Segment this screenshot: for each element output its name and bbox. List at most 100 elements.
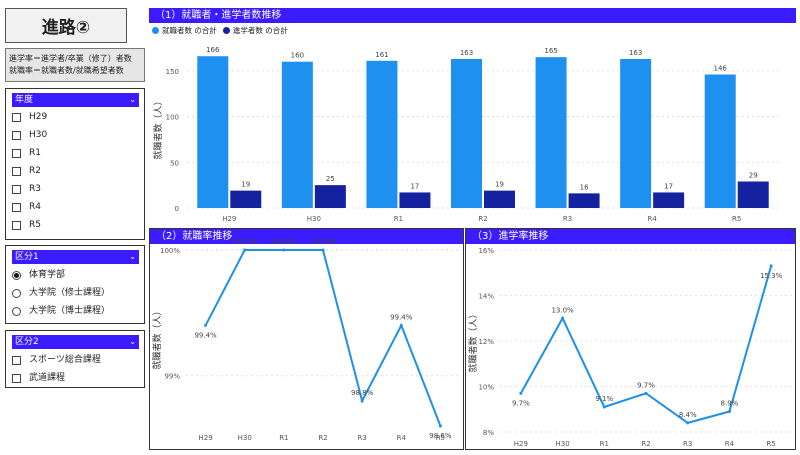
x-tick-label: R4	[397, 434, 407, 442]
data-point	[321, 248, 325, 252]
data-point	[561, 316, 565, 320]
year-option-r3[interactable]: R3	[12, 182, 41, 196]
category1-option[interactable]: 体育学部	[12, 268, 65, 282]
x-tick-label: R5	[766, 440, 775, 448]
definition-line: 就職率＝就職者数/就職希望者数	[9, 66, 124, 75]
option-label: H30	[29, 130, 48, 140]
category1-option[interactable]: 大学院（博士課程）	[12, 304, 110, 318]
checkbox[interactable]	[12, 166, 21, 176]
checkbox[interactable]	[12, 184, 21, 194]
definition-line: 進学率＝進学者/卒業（修了）者数	[9, 54, 132, 63]
year-option-r4[interactable]: R4	[12, 200, 41, 214]
data-label: 100.0%	[231, 238, 258, 246]
y-tick-label: 10%	[478, 384, 494, 392]
x-tick-label: H30	[555, 440, 569, 448]
y-tick-label: 50	[170, 159, 179, 167]
x-tick-label: R1	[600, 440, 609, 448]
y-axis-title: 就職者数（人）	[152, 96, 164, 159]
data-label: 13.0%	[551, 306, 574, 314]
x-tick-label: R5	[436, 434, 445, 442]
year-option-r2[interactable]: R2	[12, 164, 41, 178]
legend-dot-employed	[152, 27, 159, 34]
data-label: 9.1%	[595, 395, 613, 403]
category1-option[interactable]: 大学院（修士課程）	[12, 286, 110, 300]
checkbox[interactable]	[12, 148, 21, 158]
data-point	[360, 399, 364, 403]
bar-chart-title: （1）就職者・進学者数推移	[149, 8, 796, 23]
checkbox[interactable]	[12, 202, 21, 212]
checkbox[interactable]	[12, 355, 21, 365]
data-point	[282, 248, 286, 252]
bar-further-study	[653, 192, 685, 208]
data-label: 8.4%	[679, 411, 697, 419]
bar-employed	[704, 74, 736, 208]
year-option-r1[interactable]: R1	[12, 146, 41, 160]
year-option-h29[interactable]: H29	[12, 110, 47, 124]
radio-button[interactable]	[12, 270, 21, 280]
option-label: H29	[29, 112, 48, 122]
option-label: R4	[29, 202, 41, 212]
bar-further-study	[484, 190, 515, 208]
data-point	[769, 264, 773, 268]
year-option-r5[interactable]: R5	[12, 218, 41, 232]
x-tick-label: R1	[279, 434, 288, 442]
data-label: 25	[326, 175, 335, 183]
y-axis-title: 就職者数（人）	[467, 309, 479, 372]
year-slicer-header[interactable]: 年度 ⌄	[12, 93, 139, 107]
year-slicer-label: 年度	[15, 95, 34, 105]
option-label: 体育学部	[29, 270, 66, 280]
definitions-box: 進学率＝進学者/卒業（修了）者数 就職率＝就職者数/就職希望者数	[5, 48, 145, 82]
bar-chart-svg: 0 50 100 150 就職者数（人） 166 19 H29 160 25 H30 161 17 R1 1…	[152, 46, 779, 223]
radio-button[interactable]	[12, 306, 21, 316]
data-label: 98.8%	[351, 389, 374, 397]
data-label: 163	[460, 49, 473, 57]
chevron-down-icon[interactable]: ⌄	[129, 252, 136, 261]
data-point	[727, 410, 731, 414]
y-tick-label: 0	[175, 205, 179, 213]
data-label: 160	[291, 52, 304, 60]
chevron-down-icon[interactable]: ⌄	[129, 95, 136, 104]
study-rate-panel: （3）進学率推移 8% 10% 12% 14% 16% 就職者数（人） 9.7% H29 13.…	[465, 228, 796, 450]
checkbox[interactable]	[12, 112, 21, 122]
y-tick-label: 99%	[164, 373, 180, 381]
series-line	[204, 249, 442, 427]
checkbox[interactable]	[12, 130, 21, 140]
data-label: 19	[241, 181, 250, 189]
page-title: 進路②	[5, 8, 127, 43]
bar-employed	[620, 58, 652, 208]
checkbox[interactable]	[12, 220, 21, 230]
bar-employed	[366, 60, 398, 208]
y-tick-label: 150	[166, 68, 179, 76]
x-tick-label: R1	[394, 215, 403, 223]
employment-rate-svg: 99% 100% 就職者数（人） 99.4% H29 100.0% H30 100.0% R1 1…	[151, 238, 460, 442]
category1-slicer-header[interactable]: 区分1 ⌄	[12, 250, 139, 264]
bar-further-study	[399, 192, 431, 208]
data-point	[204, 323, 208, 327]
y-axis-title: 就職者数（人）	[151, 306, 163, 369]
data-label: 9.7%	[512, 399, 530, 407]
y-tick-label: 100	[166, 114, 179, 122]
data-label: 99.4%	[194, 331, 217, 339]
category2-slicer-header[interactable]: 区分2 ⌄	[12, 335, 139, 349]
chevron-down-icon[interactable]: ⌄	[129, 337, 136, 346]
x-tick-label: R4	[725, 440, 735, 448]
x-tick-label: R5	[732, 215, 741, 223]
x-tick-label: R3	[563, 215, 572, 223]
checkbox[interactable]	[12, 373, 21, 383]
bar-employed	[535, 57, 567, 209]
category2-option[interactable]: 武道課程	[12, 371, 65, 385]
x-tick-label: R2	[318, 434, 327, 442]
bar-further-study	[314, 185, 346, 208]
data-label: 99.4%	[390, 313, 413, 321]
radio-button[interactable]	[12, 288, 21, 298]
data-label: 161	[375, 51, 388, 59]
data-point	[399, 323, 403, 327]
data-point	[243, 248, 247, 252]
data-label: 17	[410, 182, 419, 190]
legend-label-study: 進学者数 の合計	[232, 26, 288, 35]
category2-option[interactable]: スポーツ総合課程	[12, 353, 101, 367]
data-label: 98.6%	[429, 432, 452, 440]
year-option-h30[interactable]: H30	[12, 128, 47, 142]
option-label: 大学院（修士課程）	[29, 288, 111, 298]
study-rate-title: （3）進学率推移	[466, 229, 795, 244]
